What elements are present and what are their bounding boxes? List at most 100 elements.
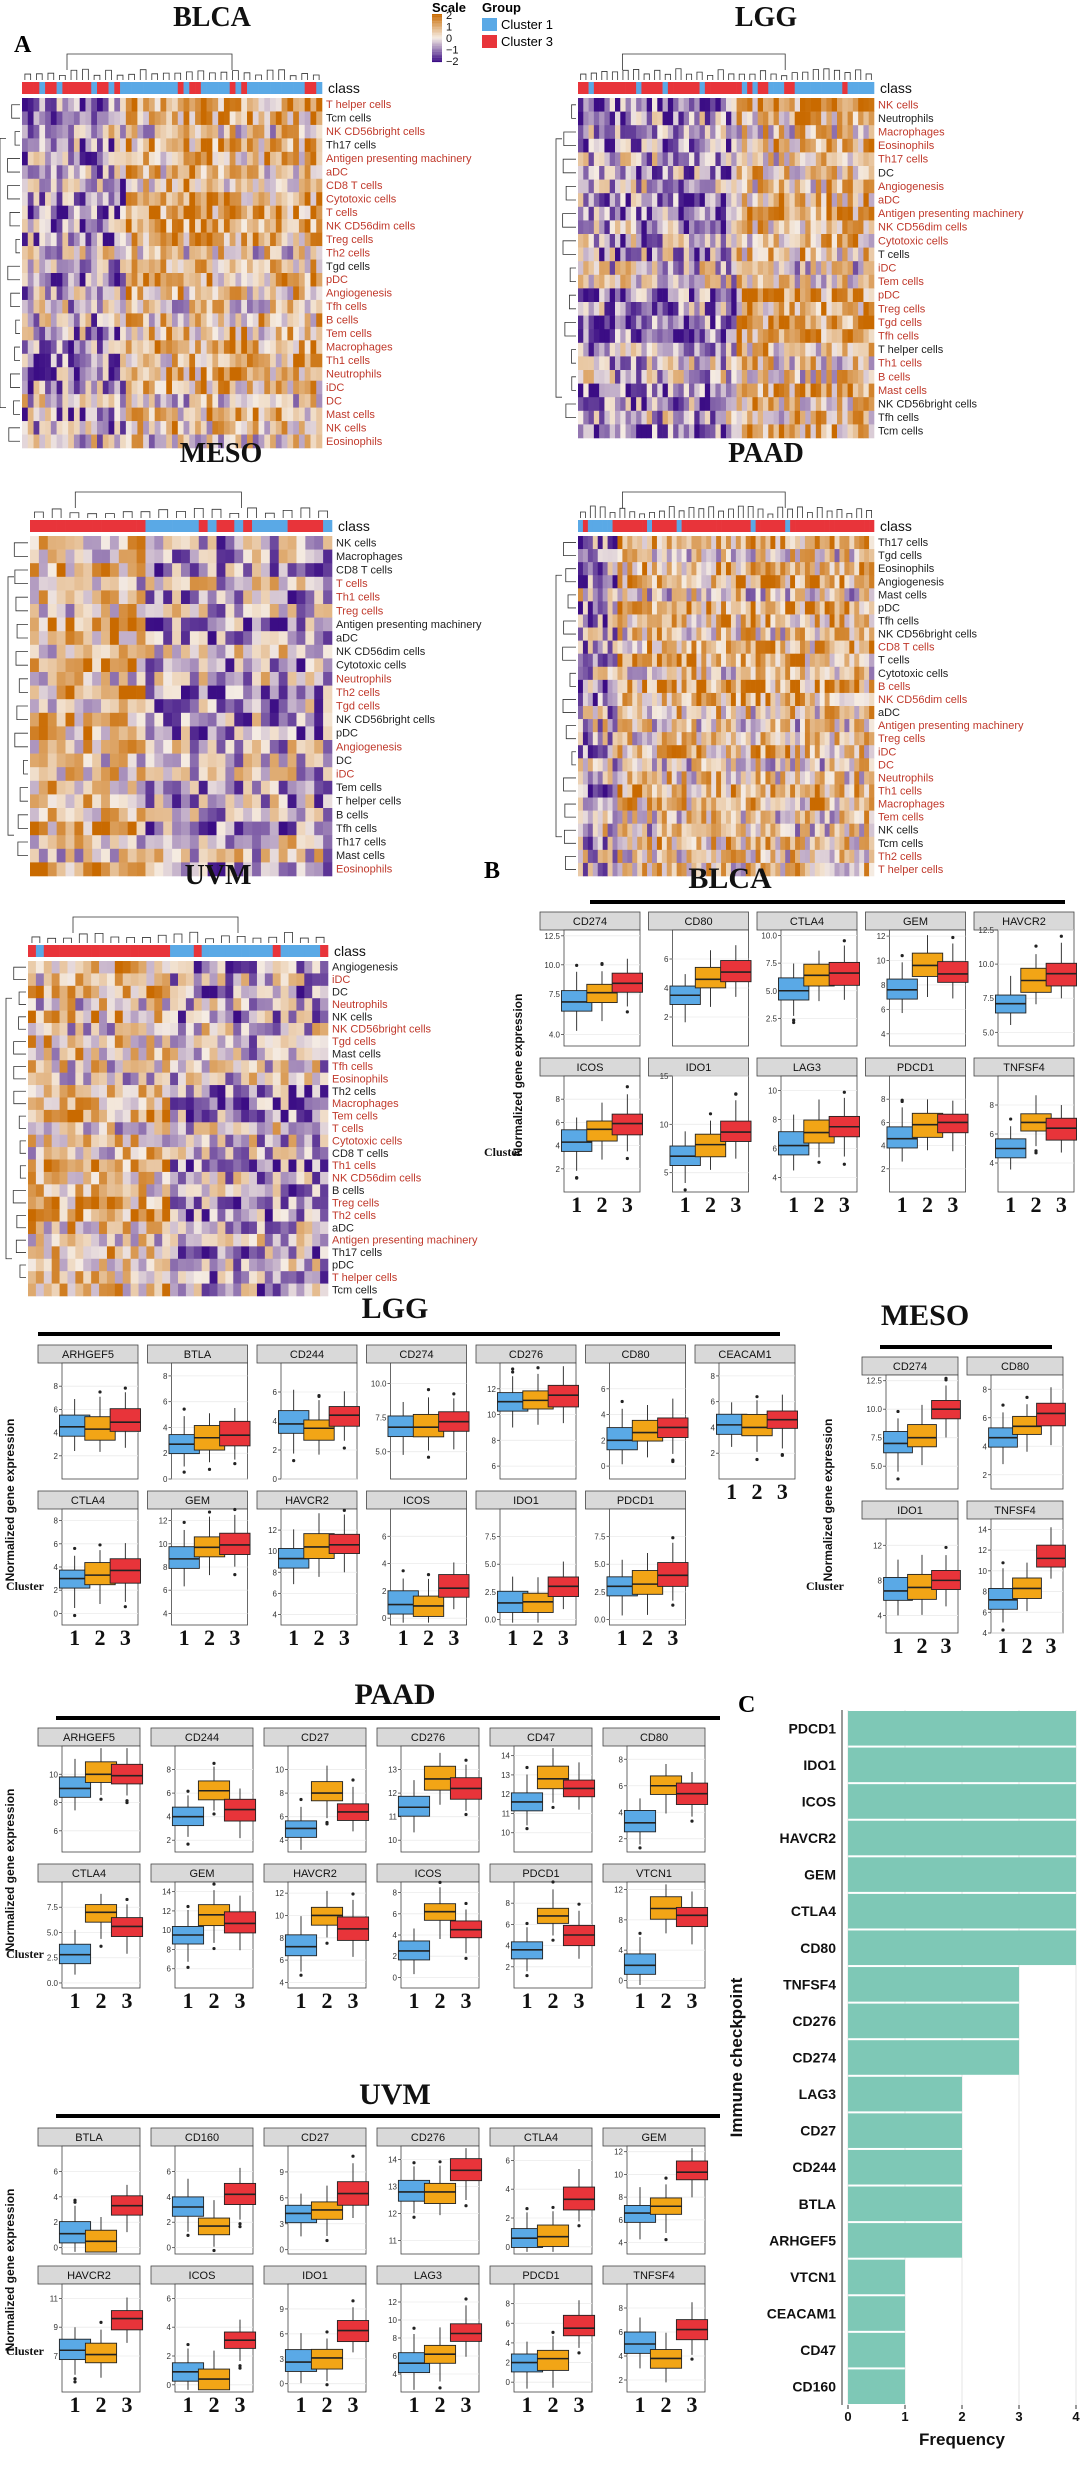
heatmap-cell (583, 193, 589, 208)
heatmap-cell (270, 299, 277, 314)
dendrogram-branch (266, 69, 274, 80)
heatmap-cell (740, 706, 747, 720)
heatmap-cell (715, 247, 722, 262)
heatmap-cell (852, 138, 859, 153)
heatmap-cell (229, 138, 236, 153)
heatmap-cell (189, 794, 200, 809)
heatmap-cell (689, 261, 695, 276)
heatmap-cell (775, 549, 781, 563)
heatmap-cell (800, 152, 806, 167)
heatmap-cell (731, 356, 737, 371)
heatmap-cell (131, 299, 138, 314)
heatmap-cell (143, 394, 150, 408)
heatmap-cell (45, 273, 52, 287)
heatmap-cell (172, 286, 179, 301)
heatmap-cell (225, 726, 235, 741)
heatmap-cell (85, 421, 92, 435)
heatmap-cell (56, 848, 66, 863)
heatmap-cell (183, 407, 190, 422)
heatmap-cell (863, 397, 870, 412)
heatmap-cell (79, 299, 86, 314)
heatmap-cell (195, 353, 202, 368)
heatmap-cell (657, 220, 663, 235)
class-cell (296, 520, 306, 532)
heatmap-cell (795, 614, 801, 628)
heatmap-cell (47, 821, 57, 836)
heatmap-cell (216, 563, 226, 578)
heatmap-cell (831, 315, 838, 330)
heatmap-cell (625, 356, 632, 371)
heatmap-cell (815, 125, 822, 140)
heatmap-cell (183, 326, 190, 341)
heatmap-cell (252, 286, 259, 301)
heatmap-cell (275, 124, 282, 139)
heatmap-cell (785, 719, 791, 733)
heatmap-cell (270, 353, 277, 368)
heatmap-cell (305, 685, 315, 700)
heatmap-cell (863, 329, 870, 344)
heatmap-cell (310, 192, 317, 206)
heatmap-cell (666, 706, 673, 720)
heatmap-cell (652, 206, 658, 221)
heatmap-cell (673, 274, 679, 289)
heatmap-cell (270, 313, 277, 328)
heatmap-cell (22, 367, 29, 381)
heatmap-cell (137, 421, 144, 435)
heatmap-cell (578, 206, 584, 221)
heatmap-cell (56, 794, 66, 809)
dendrogram-branch (865, 73, 872, 80)
heatmap-cell (225, 835, 235, 850)
heatmap-cell (225, 563, 235, 578)
heatmap-cell (593, 370, 600, 384)
heatmap-cell (310, 380, 317, 395)
heatmap-cell (281, 205, 288, 220)
heatmap-cell (661, 562, 668, 576)
heatmap-cell (694, 111, 700, 126)
heatmap-cell (56, 576, 66, 591)
heatmap-cell (657, 410, 663, 425)
heatmap-cell (858, 111, 864, 126)
heatmap-cell (264, 299, 271, 314)
heatmap-cell (181, 576, 191, 591)
heatmap-cell (615, 315, 621, 330)
heatmap-cell (50, 98, 57, 112)
heatmap-cell (784, 247, 790, 262)
heatmap-cell (864, 536, 870, 550)
heatmap-cell (763, 356, 769, 371)
heatmap-cell (275, 138, 282, 153)
heatmap-cell (243, 644, 253, 659)
heatmap-cell (740, 575, 747, 589)
heatmap-cell (858, 220, 864, 235)
heatmap-cell (691, 679, 697, 694)
heatmap-cell (720, 315, 727, 330)
heatmap-cell (604, 315, 611, 330)
heatmap-cell (30, 808, 40, 822)
heatmap-cell (27, 394, 34, 408)
heatmap-cell (646, 247, 653, 262)
heatmap-cell (831, 356, 838, 371)
class-cell (198, 520, 208, 532)
heatmap-cell (721, 614, 727, 628)
heatmap-cell (617, 549, 623, 563)
heatmap-cell (630, 234, 637, 248)
heatmap-cell (314, 821, 324, 836)
heatmap-cell (160, 286, 167, 301)
heatmap-cell (805, 179, 811, 194)
heatmap-cell (27, 219, 34, 233)
heatmap-cell (109, 740, 120, 754)
heatmap-cell (800, 383, 806, 398)
heatmap-cell (143, 434, 150, 449)
heatmap-cell (316, 380, 323, 395)
heatmap-row-label: NK CD56bright cells (326, 126, 426, 138)
heatmap-cell (216, 740, 226, 754)
heatmap-cell (270, 259, 277, 274)
heatmap-cell (656, 679, 663, 694)
heatmap-cell (627, 575, 633, 589)
scale-colorbar-step (432, 22, 442, 24)
heatmap-cell (120, 340, 127, 355)
scale-colorbar-step (432, 23, 442, 25)
heatmap-cell (805, 370, 811, 384)
heatmap-cell (137, 394, 144, 408)
heatmap-cell (599, 138, 605, 153)
heatmap-cell (200, 326, 207, 341)
